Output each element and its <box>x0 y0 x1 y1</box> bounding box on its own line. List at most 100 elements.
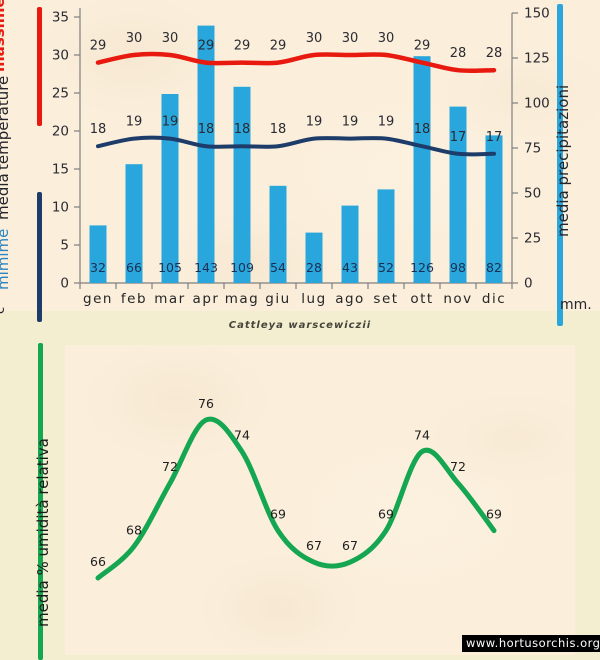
max-temp-label: 30 <box>162 31 179 46</box>
right-tick-label: 100 <box>524 96 550 112</box>
precipitation-bar <box>485 135 503 283</box>
month-label: gen <box>83 291 113 307</box>
humidity-label: 76 <box>198 396 214 411</box>
precipitation-bar <box>305 232 323 283</box>
month-label: set <box>373 291 398 307</box>
humidity-label: 69 <box>270 507 286 522</box>
min-temp-label: 19 <box>306 115 323 130</box>
max-temp-label: 30 <box>306 31 323 46</box>
min-temp-label: 18 <box>234 122 251 137</box>
humidity-label: 69 <box>486 507 502 522</box>
left-tick-label: 0 <box>60 276 69 292</box>
humidity-line <box>95 416 497 581</box>
right-tick-label: 0 <box>524 276 533 292</box>
precipitation-label: 143 <box>194 260 218 275</box>
max-temp-label: 29 <box>270 39 287 54</box>
precipitation-bar <box>233 86 251 283</box>
max-temp-label: 30 <box>126 31 143 46</box>
precipitation-label: 32 <box>90 260 106 275</box>
right-tick-label: 150 <box>524 6 550 22</box>
month-label: apr <box>193 291 220 307</box>
data-labels: 29 30 30 29 29 29 30 30 30 29 28 28 18 19 19 18 18 18 19 19… <box>90 31 503 275</box>
precipitation-bar <box>449 106 467 283</box>
humidity-label: 67 <box>306 538 322 553</box>
min-temp-label: 17 <box>450 130 467 145</box>
max-temp-label: 29 <box>414 39 431 54</box>
month-label: ott <box>410 291 433 307</box>
month-label: mar <box>154 291 185 307</box>
precipitation-label: 105 <box>158 260 182 275</box>
humidity-chart-background <box>65 345 575 655</box>
precipitation-label: 52 <box>378 260 394 275</box>
massime-legend-bar <box>37 7 42 126</box>
humidity-label: 68 <box>126 522 142 537</box>
right-tick-label: 75 <box>524 141 541 157</box>
left-tick-label: 5 <box>60 238 69 254</box>
left-tick-label: 35 <box>52 10 69 26</box>
humidity-label: 72 <box>450 459 466 474</box>
precipitation-bar <box>269 185 287 283</box>
max-temp-label: 28 <box>486 46 503 61</box>
min-temp-label: 18 <box>198 122 215 137</box>
temperature-precipitation-chart: 0 5 10 15 20 25 30 35 0 25 50 75 100 125 150 29 30 30 29 29… <box>52 6 550 308</box>
precipitation-label: 98 <box>450 260 466 275</box>
max-temp-label: 30 <box>378 31 395 46</box>
species-title: Cattleya warscewiczii <box>228 320 372 331</box>
humidity-label: 69 <box>378 507 394 522</box>
precipitation-label: 66 <box>126 260 142 275</box>
precipitation-bar <box>125 164 143 283</box>
min-temp-label: 18 <box>90 122 107 137</box>
humidity-label: 66 <box>90 554 106 569</box>
month-label: lug <box>301 291 326 307</box>
precipitation-bar <box>197 25 215 283</box>
precipitation-bar <box>413 56 431 284</box>
precipitation-label: 126 <box>410 260 434 275</box>
left-tick-label: 20 <box>52 124 69 140</box>
max-temp-label: 30 <box>342 31 359 46</box>
month-label: mag <box>225 291 260 307</box>
left-tick-label: 30 <box>52 48 69 64</box>
right-tick-label: 125 <box>524 51 550 67</box>
min-temp-label: 17 <box>486 130 503 145</box>
max-temp-label: 29 <box>198 39 215 54</box>
humidity-label: 74 <box>234 428 250 443</box>
min-temp-label: 19 <box>126 115 143 130</box>
month-label: ago <box>335 291 365 307</box>
humidity-label: 72 <box>162 459 178 474</box>
min-temp-label: 18 <box>414 122 431 137</box>
max-temperature-line <box>95 51 497 74</box>
precipitation-label: 54 <box>270 260 286 275</box>
min-temp-label: 19 <box>342 115 359 130</box>
right-tick-label: 50 <box>524 186 541 202</box>
month-label: dic <box>482 291 506 307</box>
month-label: nov <box>443 291 472 307</box>
max-temp-label: 29 <box>90 39 107 54</box>
precipitation-label: 28 <box>306 260 322 275</box>
max-temp-label: 29 <box>234 39 251 54</box>
mimime-legend-bar <box>37 192 42 322</box>
min-temp-label: 18 <box>270 122 287 137</box>
precipitation-label: 43 <box>342 260 358 275</box>
humidity-chart: 66 68 72 76 74 69 67 67 69 74 72 69 <box>90 396 502 581</box>
left-tick-label: 25 <box>52 86 69 102</box>
left-tick-label: 10 <box>52 200 69 216</box>
min-temperature-line <box>96 135 496 157</box>
humidity-labels: 66 68 72 76 74 69 67 67 69 74 72 69 <box>90 396 502 569</box>
left-tick-label: 15 <box>52 162 69 178</box>
humidity-legend-bar <box>38 343 43 660</box>
precipitation-bars <box>89 25 503 284</box>
website-watermark: www.hortusorchis.org <box>462 635 600 652</box>
max-temp-label: 28 <box>450 46 467 61</box>
axes <box>79 8 513 284</box>
precipitation-legend-bar <box>557 4 563 326</box>
humidity-label: 74 <box>414 428 430 443</box>
precipitation-bar <box>89 225 107 283</box>
precipitation-bar <box>377 189 395 283</box>
right-tick-label: 25 <box>524 231 541 247</box>
month-label: feb <box>121 291 147 307</box>
axis-unit-mm: mm. <box>560 297 592 313</box>
precipitation-label: 109 <box>230 260 254 275</box>
humidity-label: 67 <box>342 538 358 553</box>
month-label: giu <box>265 291 290 307</box>
